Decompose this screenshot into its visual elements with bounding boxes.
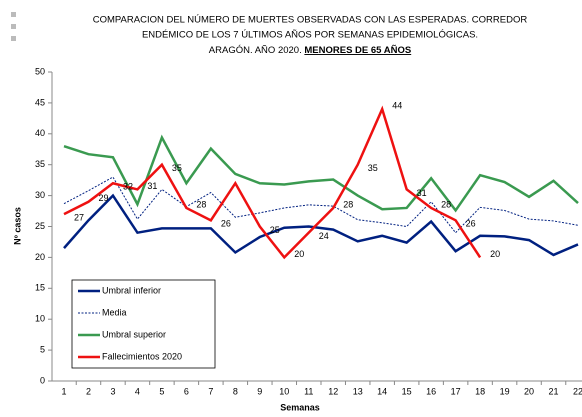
data-label: 20	[490, 249, 500, 259]
title-line: ENDÉMICO DE LOS 7 ÚLTIMOS AÑOS POR SEMAN…	[142, 30, 478, 41]
x-tick-label: 2	[86, 386, 91, 396]
x-tick-label: 8	[233, 386, 238, 396]
side-icons	[11, 12, 16, 41]
x-tick-label: 5	[159, 386, 164, 396]
legend-label: Umbral inferior	[102, 285, 161, 295]
x-tick-label: 10	[279, 386, 289, 396]
y-tick-label: 5	[40, 344, 45, 354]
y-axis-label: Nº casos	[12, 207, 22, 245]
y-tick-label: 15	[35, 283, 45, 293]
data-label: 28	[196, 199, 206, 209]
x-tick-label: 7	[208, 386, 213, 396]
data-label: 28	[441, 199, 451, 209]
data-label: 28	[343, 199, 353, 209]
legend-label: Media	[102, 307, 127, 317]
series-line	[63, 176, 579, 234]
y-tick-label: 30	[35, 190, 45, 200]
x-tick-label: 4	[135, 386, 140, 396]
x-tick-label: 20	[524, 386, 534, 396]
x-tick-label: 13	[353, 386, 363, 396]
x-tick-label: 16	[426, 386, 436, 396]
title-line: ARAGÓN. AÑO 2020. MENORES DE 65 AÑOS	[209, 45, 411, 56]
title-emphasis: MENORES DE 65 AÑOS	[304, 45, 411, 56]
series-line	[63, 134, 579, 213]
x-tick-label: 17	[451, 386, 461, 396]
legend-label: Umbral superior	[102, 329, 166, 339]
y-tick-label: 40	[35, 128, 45, 138]
x-tick-label: 19	[500, 386, 510, 396]
x-tick-label: 12	[328, 386, 338, 396]
data-label: 35	[368, 163, 378, 173]
x-axis-label: Semanas	[280, 402, 320, 412]
y-tick-label: 25	[35, 221, 45, 231]
y-tick-label: 10	[35, 314, 45, 324]
x-tick-label: 3	[110, 386, 115, 396]
x-tick-label: 15	[402, 386, 412, 396]
x-tick-label: 9	[257, 386, 262, 396]
data-label: 44	[392, 100, 402, 110]
legend-label: Fallecimientos 2020	[102, 351, 182, 361]
series-line	[63, 105, 482, 260]
data-label: 27	[74, 213, 84, 223]
y-tick-label: 35	[35, 159, 45, 169]
title-part: ARAGÓN. AÑO 2020.	[209, 45, 302, 56]
legend-box	[71, 279, 216, 369]
data-label: 32	[123, 182, 133, 192]
x-tick-label: 21	[549, 386, 559, 396]
y-tick-label: 45	[35, 97, 45, 107]
data-label: 26	[221, 219, 231, 229]
data-label: 24	[319, 231, 329, 241]
data-label: 25	[270, 225, 280, 235]
series-line	[63, 193, 579, 257]
data-label: 20	[294, 249, 304, 259]
x-tick-label: 22	[573, 386, 582, 396]
x-tick-label: 1	[61, 386, 66, 396]
data-label: 35	[172, 163, 182, 173]
data-label: 29	[98, 193, 108, 203]
x-tick-label: 14	[377, 386, 387, 396]
data-label: 31	[147, 181, 157, 191]
data-label: 26	[466, 219, 476, 229]
title-line: COMPARACION DEL NÚMERO DE MUERTES OBSERV…	[93, 15, 528, 26]
x-tick-label: 18	[475, 386, 485, 396]
y-tick-label: 50	[35, 66, 45, 76]
x-tick-label: 11	[304, 386, 313, 396]
y-tick-label: 20	[35, 252, 45, 262]
x-tick-label: 6	[184, 386, 189, 396]
y-tick-label: 0	[40, 375, 45, 385]
data-label: 31	[417, 188, 427, 198]
